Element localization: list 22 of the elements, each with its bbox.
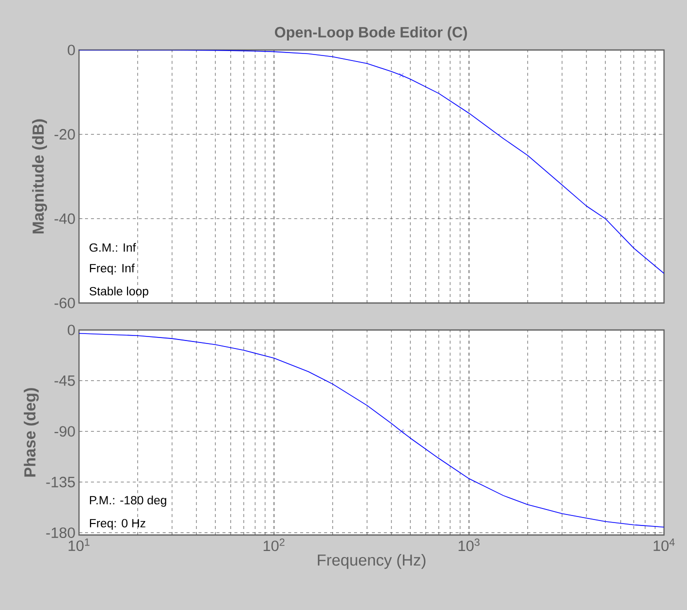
y-axis-title: Magnitude (dB) xyxy=(32,119,48,234)
y-tick-label: 0 xyxy=(68,324,75,336)
y-tick-label: -90 xyxy=(54,426,75,437)
annotation: Freq: 0 Hz xyxy=(90,518,146,530)
x-tick-label: 10$^{1}$ xyxy=(68,538,90,552)
y-tick-label: -40 xyxy=(54,213,75,224)
annotation: Freq: Inf xyxy=(90,264,135,275)
y-axis-title: Phase (deg) xyxy=(24,388,39,477)
x-tick-label: 10$^{4}$ xyxy=(654,538,675,552)
y-tick-label: -180 xyxy=(46,527,75,538)
chart-title: Open-Loop Bode Editor (C) xyxy=(274,26,467,40)
annotation: Stable loop xyxy=(90,286,148,298)
y-tick-label: -45 xyxy=(54,375,75,386)
y-tick-label: -135 xyxy=(46,476,75,488)
x-tick-label: 10$^{2}$ xyxy=(264,538,284,552)
y-tick-label: -20 xyxy=(54,129,75,140)
annotation: P.M.: -180 deg xyxy=(90,496,166,507)
x-axis-title: Frequency (Hz) xyxy=(318,554,426,569)
y-tick-label: 0 xyxy=(68,44,75,56)
y-tick-label: -60 xyxy=(54,298,75,308)
x-tick-label: 10$^{3}$ xyxy=(458,538,480,552)
annotation: G.M.: Inf xyxy=(90,243,136,252)
